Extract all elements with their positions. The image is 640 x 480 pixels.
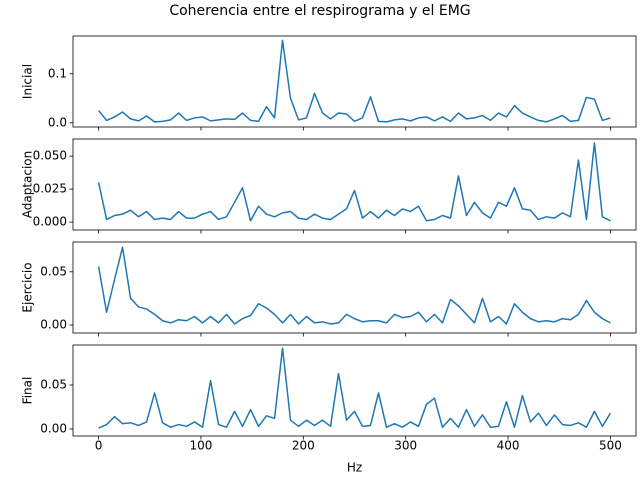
y-tick-label: 0.00	[40, 421, 67, 435]
data-line	[97, 142, 611, 222]
y-tick-label: 0.05	[40, 378, 67, 392]
axes-frame	[72, 344, 637, 437]
data-line	[98, 39, 611, 123]
y-tick-label: 0.00	[40, 318, 67, 332]
y-axis-label: Inicial	[21, 64, 35, 99]
y-tick-label: 0.000	[33, 215, 67, 229]
x-tick-label: 300	[394, 439, 417, 453]
y-tick-label: 0.050	[33, 149, 67, 163]
axes-frame	[72, 241, 637, 334]
x-tick-label: 100	[190, 439, 213, 453]
y-tick-label: 0.05	[40, 264, 67, 278]
data-line	[97, 246, 611, 325]
axes-frame	[72, 138, 637, 231]
y-axis-label: Ejercicio	[21, 262, 35, 312]
y-tick-label: 0.025	[33, 182, 67, 196]
x-axis-label: Hz	[347, 461, 362, 475]
y-axis-label: Adaptacion	[21, 151, 35, 219]
data-line	[98, 347, 612, 429]
figure-title: Coherencia entre el respirograma y el EM…	[169, 3, 470, 19]
x-tick-label: 400	[497, 439, 520, 453]
x-tick-label: 200	[292, 439, 315, 453]
y-tick-label: 0.1	[48, 66, 67, 80]
y-axis-label: Final	[21, 377, 35, 405]
x-tick-label: 0	[95, 439, 103, 453]
axes-frame	[72, 35, 637, 128]
y-tick-label: 0.0	[48, 115, 67, 129]
x-tick-label: 500	[599, 439, 622, 453]
